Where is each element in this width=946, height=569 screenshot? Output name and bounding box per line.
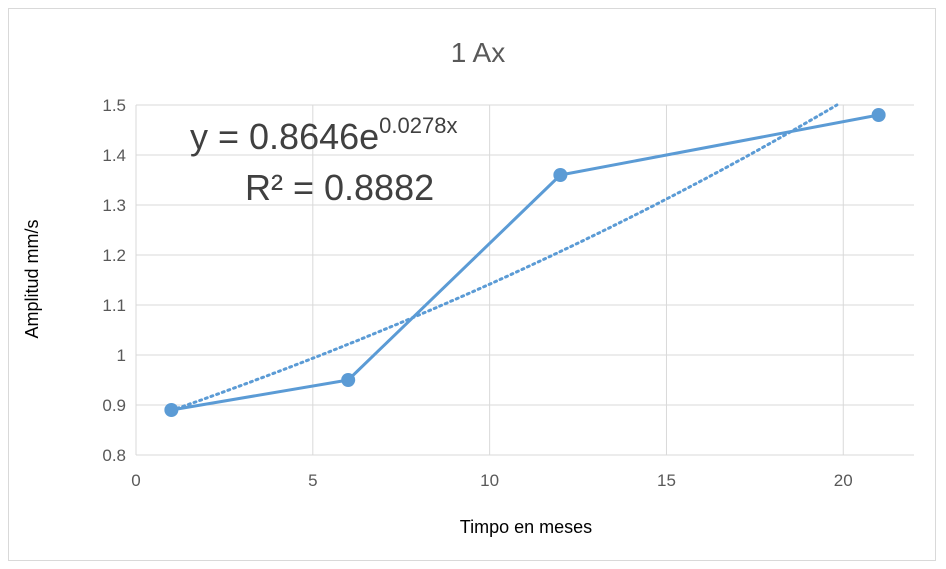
data-point <box>553 168 568 182</box>
x-tick-label: 20 <box>834 471 853 490</box>
x-axis-label: Timpo en meses <box>460 517 592 537</box>
y-tick-label: 0.9 <box>102 396 126 415</box>
trendline <box>169 103 839 412</box>
x-tick-label: 0 <box>131 471 140 490</box>
tick-labels: 0.8 0.9 1 1.1 1.2 1.3 1.4 1.5 0 5 10 15 20 <box>102 96 852 490</box>
y-tick-label: 1.5 <box>102 96 126 115</box>
trendline-equation: y = 0.8646e0.0278x <box>190 113 457 157</box>
chart-area <box>8 8 936 561</box>
equation-base: y = 0.8646e <box>190 116 379 157</box>
data-point <box>164 403 179 417</box>
x-tick-label: 15 <box>657 471 676 490</box>
x-tick-label: 5 <box>308 471 317 490</box>
y-tick-label: 1.1 <box>102 296 126 315</box>
trendline-layer <box>169 103 839 412</box>
y-tick-label: 0.8 <box>102 446 126 465</box>
series-line <box>171 113 879 412</box>
y-tick-label: 1.3 <box>102 196 126 215</box>
y-tick-label: 1 <box>117 346 126 365</box>
y-tick-label: 1.2 <box>102 246 126 265</box>
equation-exponent: 0.0278x <box>379 113 457 138</box>
y-tick-label: 1.4 <box>102 146 126 165</box>
data-point <box>871 108 886 122</box>
y-axis-label: Amplitud mm/s <box>22 219 42 338</box>
data-point <box>341 373 356 387</box>
x-tick-label: 10 <box>480 471 499 490</box>
r-squared-label: R² = 0.8882 <box>245 167 434 208</box>
series-layer <box>164 108 886 417</box>
grid-lines <box>135 104 914 456</box>
chart-title: 1 Ax <box>451 37 505 68</box>
